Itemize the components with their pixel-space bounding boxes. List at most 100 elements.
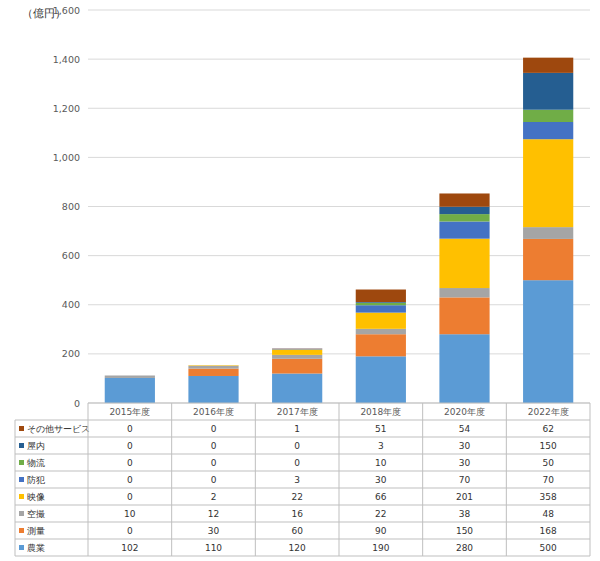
- bar-segment: [105, 375, 155, 376]
- bar-segment: [105, 378, 155, 403]
- bar-segment: [356, 305, 406, 312]
- x-tick-label: 2018年度: [360, 407, 401, 417]
- table-rule: [171, 403, 172, 556]
- bar-segment: [439, 221, 489, 238]
- bar-segment: [356, 303, 406, 305]
- table-value: 48: [542, 509, 554, 519]
- table-rule: [15, 454, 590, 455]
- bar-segment: [188, 365, 238, 366]
- bar-segment: [523, 227, 573, 239]
- table-value: 201: [456, 492, 473, 502]
- table-value: 0: [127, 492, 133, 502]
- bar-segment: [523, 58, 573, 73]
- legend-swatch: [19, 460, 24, 465]
- bar-segment: [523, 110, 573, 122]
- table-value: 3: [378, 441, 384, 451]
- bar-segment: [105, 375, 155, 376]
- table-value: 90: [375, 526, 387, 536]
- y-tick-label: 800: [62, 201, 80, 212]
- table-value: 22: [291, 492, 302, 502]
- y-tick-label: 0: [74, 398, 80, 409]
- table-value: 70: [459, 475, 471, 485]
- table-value: 2: [211, 492, 217, 502]
- grid-line: [88, 353, 590, 354]
- bar-segment: [272, 374, 322, 403]
- table-rule: [88, 403, 89, 556]
- table-value: 102: [121, 543, 138, 553]
- table-value: 70: [542, 475, 554, 485]
- grid-line: [88, 206, 590, 207]
- bar-segment: [188, 365, 238, 366]
- table-rule: [15, 539, 590, 540]
- chart: （億円）02004006008001,0001,2001,4001,600201…: [0, 0, 600, 561]
- table-value: 38: [459, 509, 471, 519]
- table-value: 190: [372, 543, 389, 553]
- data-table: 2015年度2016年度2017年度2018年度2020年度2022年度その他サ…: [15, 403, 590, 556]
- table-rule: [15, 556, 590, 557]
- bar-segment: [356, 313, 406, 329]
- table-value: 10: [124, 509, 136, 519]
- bar-segment: [272, 355, 322, 359]
- legend-label: その他サービス: [27, 424, 90, 434]
- x-tick-label: 2020年度: [444, 407, 485, 417]
- table-value: 0: [127, 458, 133, 468]
- legend-swatch: [19, 494, 24, 499]
- bar-segment: [439, 207, 489, 214]
- x-tick-label: 2016年度: [193, 407, 234, 417]
- bar-segment: [523, 280, 573, 403]
- grid-line: [88, 255, 590, 256]
- bar-segment: [105, 375, 155, 376]
- table-value: 30: [375, 475, 387, 485]
- table-value: 30: [459, 441, 471, 451]
- table-value: 30: [459, 458, 471, 468]
- table-value: 0: [127, 526, 133, 536]
- legend-swatch: [19, 545, 24, 550]
- bar-segment: [272, 348, 322, 350]
- grid-line: [88, 10, 590, 11]
- bar-segment: [272, 348, 322, 349]
- bar-segment: [439, 334, 489, 403]
- bar-segment: [188, 376, 238, 403]
- x-tick-label: 2022年度: [528, 407, 569, 417]
- y-tick-label: 200: [62, 348, 80, 359]
- table-value: 110: [205, 543, 222, 553]
- bar-segment: [272, 359, 322, 374]
- legend-swatch: [19, 528, 24, 533]
- y-tick-label: 400: [62, 299, 80, 310]
- table-value: 22: [375, 509, 386, 519]
- table-value: 150: [456, 526, 473, 536]
- bar-segment: [439, 239, 489, 288]
- table-rule: [339, 403, 340, 556]
- legend-label: 空撮: [27, 509, 45, 519]
- table-rule: [422, 403, 423, 556]
- bar-segment: [523, 73, 573, 110]
- bar-segment: [439, 288, 489, 297]
- table-rule: [590, 403, 591, 556]
- grid-line: [88, 304, 590, 305]
- x-tick-label: 2015年度: [109, 407, 150, 417]
- table-rule: [506, 403, 507, 556]
- bar-segment: [188, 365, 238, 366]
- bar-segment: [356, 334, 406, 356]
- table-value: 50: [542, 458, 554, 468]
- legend-swatch: [19, 426, 24, 431]
- table-value: 500: [540, 543, 557, 553]
- legend-swatch: [19, 477, 24, 482]
- table-value: 30: [208, 526, 220, 536]
- table-rule: [15, 420, 16, 556]
- bar-segment: [188, 369, 238, 376]
- legend-label: 農業: [27, 543, 45, 553]
- legend-swatch: [19, 511, 24, 516]
- table-value: 16: [291, 509, 303, 519]
- table-value: 120: [289, 543, 306, 553]
- bar-segment: [272, 349, 322, 354]
- y-tick-label: 1,600: [53, 5, 80, 16]
- table-value: 0: [127, 424, 133, 434]
- table-rule: [15, 522, 590, 523]
- table-value: 3: [294, 475, 300, 485]
- table-value: 0: [127, 441, 133, 451]
- grid-line: [88, 108, 590, 109]
- bar-segment: [356, 290, 406, 303]
- bar-segment: [272, 348, 322, 349]
- bar-segment: [523, 139, 573, 227]
